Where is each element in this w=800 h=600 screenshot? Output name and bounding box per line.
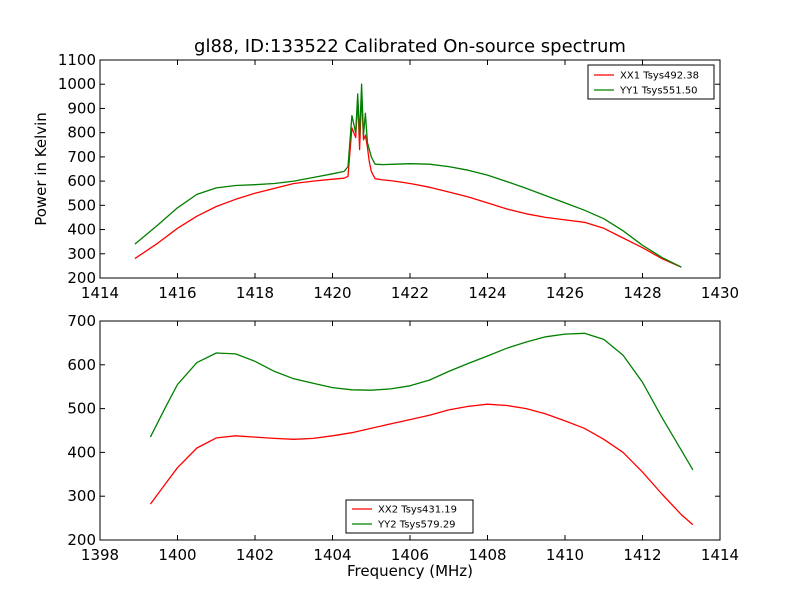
- bottom-series-line-xx2: [149, 403, 694, 526]
- bottom-x-tick-label: 1406: [391, 546, 429, 564]
- bottom-x-tick-label: 1410: [546, 546, 584, 564]
- bottom-y-tick-label: 300: [67, 487, 96, 505]
- top-legend-label-xx1: XX1 Tsys492.38: [620, 71, 699, 82]
- bottom-y-tick-label: 600: [67, 356, 96, 374]
- top-x-tick-label: 1424: [468, 284, 506, 302]
- bottom-x-tick-label: 1402: [236, 546, 274, 564]
- top-series-line-yy1: [134, 83, 682, 268]
- top-x-tick-label: 1420: [313, 284, 351, 302]
- bottom-x-tick-label: 1408: [468, 546, 506, 564]
- top-y-tick-label: 300: [67, 245, 96, 263]
- top-legend: XX1 Tsys492.38 YY1 Tsys551.50: [587, 64, 715, 100]
- top-y-tick-label: 1100: [58, 51, 96, 69]
- bottom-x-tick-label: 1414: [701, 546, 739, 564]
- bottom-y-tick-label: 200: [67, 531, 96, 549]
- top-x-tick-label: 1416: [158, 284, 196, 302]
- bottom-y-tick-label: 400: [67, 443, 96, 461]
- top-series-line-xx1: [134, 93, 682, 268]
- bottom-legend-label-yy2: YY2 Tsys579.29: [377, 520, 456, 531]
- top-y-tick-label: 700: [67, 148, 96, 166]
- top-x-tick-label: 1418: [236, 284, 274, 302]
- bottom-x-tick-label: 1400: [158, 546, 196, 564]
- bottom-series-line-yy2: [149, 332, 694, 471]
- y-axis-label: Power in Kelvin: [32, 112, 50, 226]
- top-plot-frame: [99, 59, 721, 279]
- bottom-plot: Frequency (MHz) 1398 1400 1402 1404 1406 1408…: [67, 312, 739, 580]
- top-y-tick-label: 800: [67, 124, 96, 142]
- top-legend-box: [587, 64, 715, 100]
- x-axis-label: Frequency (MHz): [347, 562, 473, 580]
- top-x-tick-label: 1422: [391, 284, 429, 302]
- top-y-tick-label: 1000: [58, 75, 96, 93]
- bottom-legend-label-xx2: XX2 Tsys431.19: [378, 505, 457, 516]
- bottom-y-tick-label: 500: [67, 400, 96, 418]
- bottom-x-tick-label: 1404: [313, 546, 351, 564]
- top-legend-label-yy1: YY1 Tsys551.50: [619, 86, 698, 97]
- top-y-tick-label: 200: [67, 269, 96, 287]
- top-y-tick-label: 500: [67, 196, 96, 214]
- top-x-tick-label: 1426: [546, 284, 584, 302]
- bottom-x-tick-label: 1398: [81, 546, 119, 564]
- bottom-x-tick-label: 1412: [623, 546, 661, 564]
- top-y-tick-label: 400: [67, 221, 96, 239]
- top-x-tick-label: 1428: [623, 284, 661, 302]
- bottom-legend-box: [345, 499, 474, 534]
- top-x-tick-label: 1430: [701, 284, 739, 302]
- top-y-tick-label: 900: [67, 99, 96, 117]
- bottom-y-tick-label: 700: [67, 312, 96, 330]
- bottom-plot-frame: [99, 320, 721, 541]
- top-plot: gl88, ID:133522 Calibrated On-source spe…: [32, 36, 739, 302]
- top-y-tick-label: 600: [67, 172, 96, 190]
- chart-title: gl88, ID:133522 Calibrated On-source spe…: [194, 36, 626, 57]
- top-x-tick-label: 1414: [81, 284, 119, 302]
- bottom-legend: XX2 Tsys431.19 YY2 Tsys579.29: [345, 499, 474, 534]
